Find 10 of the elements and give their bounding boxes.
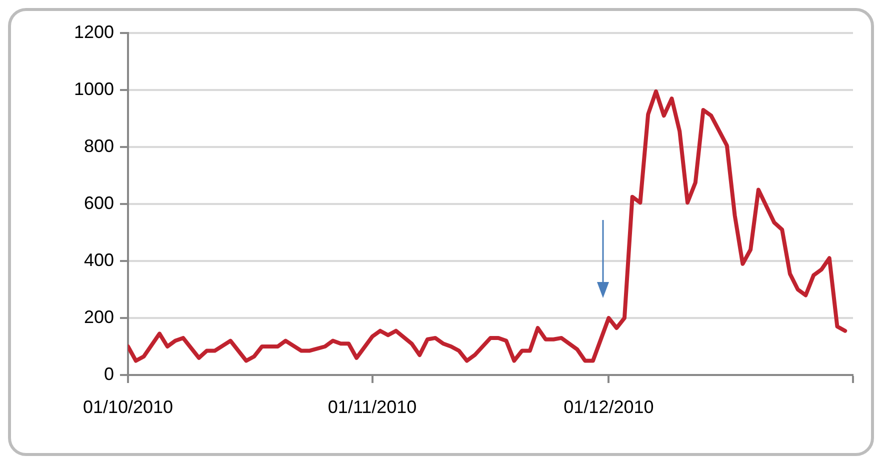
y-tick-label: 600 bbox=[84, 192, 114, 213]
x-tick-label: 01/11/2010 bbox=[328, 396, 417, 417]
y-tick-label: 200 bbox=[84, 306, 114, 327]
y-tick-label: 1000 bbox=[74, 78, 114, 99]
y-tick-label: 400 bbox=[84, 250, 114, 270]
x-tick-label: 01/10/2010 bbox=[82, 396, 174, 417]
y-tick-label: 1200 bbox=[74, 22, 114, 42]
y-tick-label: 800 bbox=[84, 136, 114, 156]
x-tick-label: 01/12/2010 bbox=[564, 396, 654, 417]
y-tick-label: 0 bbox=[104, 364, 114, 384]
